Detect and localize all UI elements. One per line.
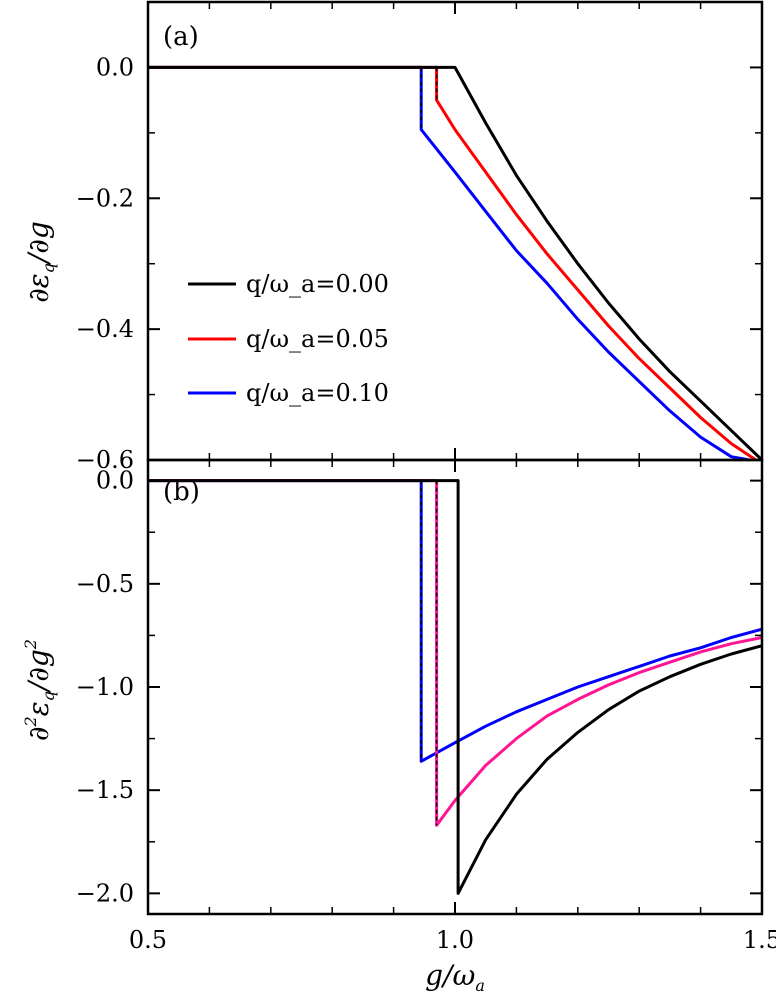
panel-a-ytick-label-2: −0.4 — [76, 315, 134, 343]
panel-b-frame — [146, 458, 764, 916]
panel-b-series-line-1 — [148, 479, 763, 827]
legend: q/ω_a=0.00 q/ω_a=0.05 q/ω_a=0.10 — [188, 270, 389, 407]
panel-a-series-line-2 — [148, 65, 750, 462]
panel-a-ylabel: ∂εq/∂g — [22, 221, 58, 303]
panel-b-series — [148, 479, 763, 895]
x-tick-label-0: 0.5 — [129, 926, 167, 954]
panel-b-ytick-label-4: −2.0 — [76, 879, 134, 907]
panel-a-series-line-1 — [148, 65, 757, 462]
panel-a-series-line-0 — [148, 65, 764, 462]
panel-b-dashed-markers — [420, 480, 459, 894]
panel-b-series-line-0 — [148, 479, 763, 895]
panel-b-ylabel: ∂2εq/∂g2 — [21, 639, 58, 741]
panel-a-series — [148, 65, 764, 462]
legend-label-q005: q/ω_a=0.05 — [246, 325, 389, 353]
panel-b-ytick-label-1: −0.5 — [76, 570, 134, 598]
panel-a-ytick-label-1: −0.2 — [76, 184, 134, 212]
legend-label-q000: q/ω_a=0.00 — [246, 270, 389, 298]
x-axis-label: g/ωa — [425, 959, 485, 995]
panel-a-label: (a) — [163, 22, 199, 52]
x-tick-label-1: 1.0 — [436, 926, 474, 954]
panel-a: 0.0 −0.2 −0.4 −0.6 (a) ∂εq/∂g q/ω_a=0.00 q/… — [22, 0, 764, 474]
panel-a-frame — [146, 0, 764, 462]
panel-a-ytick-label-3: −0.6 — [76, 446, 134, 474]
panel-a-ytick-label-0: 0.0 — [96, 53, 134, 81]
panel-a-dashed-markers — [420, 67, 438, 130]
panel-b: 0.0 −0.5 −1.0 −1.5 −2.0 0.5 1.0 1.5 (b) ∂2εq/∂g… — [21, 458, 776, 995]
x-tick-label-2: 1.5 — [743, 926, 776, 954]
panel-b-ytick-label-0: 0.0 — [96, 467, 134, 495]
legend-label-q010: q/ω_a=0.10 — [246, 379, 389, 407]
panel-b-series-line-2 — [148, 479, 763, 763]
panel-a-ticks: 0.0 −0.2 −0.4 −0.6 — [76, 2, 763, 474]
panel-b-ytick-label-3: −1.5 — [76, 776, 134, 804]
panel-b-ytick-label-2: −1.0 — [76, 673, 134, 701]
panel-b-label: (b) — [163, 477, 200, 507]
panel-b-ticks: 0.0 −0.5 −1.0 −1.5 −2.0 0.5 1.0 1.5 — [76, 460, 776, 954]
